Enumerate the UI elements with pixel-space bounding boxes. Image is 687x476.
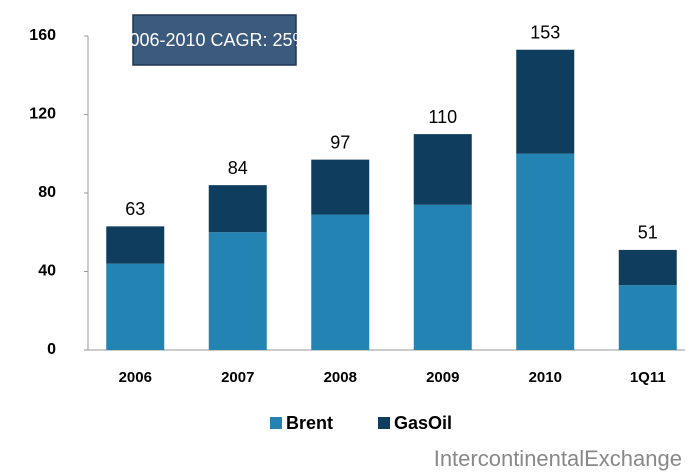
total-label: 51 bbox=[638, 223, 658, 243]
annotation-box bbox=[132, 14, 297, 66]
x-tick-label: 2006 bbox=[119, 369, 152, 386]
bar-segment bbox=[516, 49, 575, 154]
y-tick-label: 120 bbox=[29, 106, 56, 123]
x-tick-label: 2007 bbox=[221, 369, 254, 386]
bar-segment bbox=[413, 204, 472, 350]
bar-segment bbox=[311, 214, 370, 350]
x-tick-label: 1Q11 bbox=[630, 369, 666, 386]
y-tick-label: 0 bbox=[47, 341, 56, 358]
source: IntercontinentalExchange bbox=[434, 446, 682, 471]
y-tick-label: 80 bbox=[38, 184, 56, 201]
legend-swatch bbox=[378, 417, 390, 429]
total-label: 63 bbox=[125, 199, 145, 219]
bar-segment bbox=[106, 226, 165, 264]
legend-label: Brent bbox=[286, 413, 333, 433]
bar-segment bbox=[413, 134, 472, 205]
bar-segment bbox=[618, 285, 677, 350]
x-tick-label: 2010 bbox=[529, 369, 562, 386]
y-tick-label: 40 bbox=[38, 263, 56, 280]
legend-label: GasOil bbox=[394, 413, 452, 433]
bar-segment bbox=[208, 185, 267, 233]
x-tick-label: 2009 bbox=[426, 369, 459, 386]
bar-segment bbox=[106, 263, 165, 350]
bar-segment bbox=[516, 153, 575, 350]
total-label: 84 bbox=[228, 158, 248, 178]
annotation: 2006-2010 CAGR: 25% bbox=[119, 30, 308, 50]
bar-segment bbox=[208, 232, 267, 350]
total-label: 110 bbox=[428, 107, 457, 127]
x-tick-label: 2008 bbox=[324, 369, 357, 386]
bar-segment bbox=[618, 249, 677, 286]
bar-segment bbox=[311, 159, 370, 215]
y-tick-label: 160 bbox=[29, 27, 56, 44]
total-label: 97 bbox=[330, 132, 350, 152]
total-label: 153 bbox=[530, 22, 560, 42]
legend-swatch bbox=[270, 417, 282, 429]
